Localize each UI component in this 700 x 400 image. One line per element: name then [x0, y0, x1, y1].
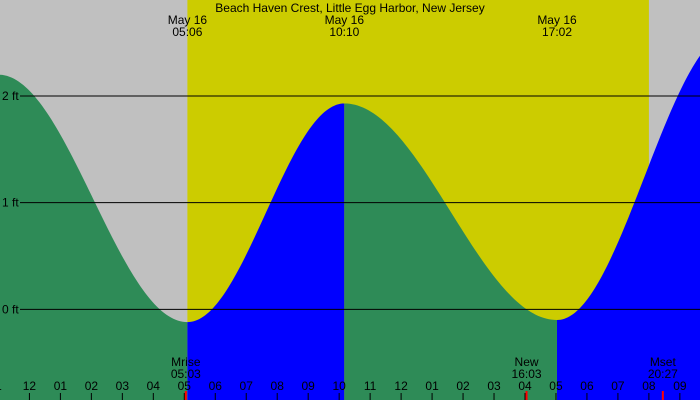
top-label-time-2: 17:02: [542, 25, 572, 39]
x-tick-label-6: 05: [178, 379, 192, 393]
top-label-date-2: May 16: [537, 13, 577, 27]
x-tick-label-20: 07: [611, 379, 625, 393]
x-tick-label-4: 03: [116, 379, 130, 393]
x-tick-label-18: 05: [549, 379, 563, 393]
tide-area-layer: [0, 55, 700, 400]
x-tick-label-11: 10: [332, 379, 346, 393]
event-time-0: 05:03: [171, 367, 201, 381]
x-tick-label-5: 04: [147, 379, 161, 393]
top-label-time-1: 10:10: [329, 25, 359, 39]
x-tick-label-7: 06: [209, 379, 223, 393]
x-tick-label-9: 08: [271, 379, 285, 393]
x-tick-label-22: 09: [673, 379, 687, 393]
x-tick-label-12: 11: [364, 379, 377, 393]
x-tick-label-19: 06: [580, 379, 594, 393]
x-tick-label-3: 02: [85, 379, 99, 393]
x-tick-label-0: 1: [0, 379, 2, 393]
event-label-2: Mset: [650, 355, 677, 369]
event-time-2: 20:27: [648, 367, 678, 381]
x-tick-label-16: 03: [487, 379, 501, 393]
rising-tide-segment-3: [557, 55, 700, 400]
event-label-1: New: [515, 355, 539, 369]
chart-title: Beach Haven Crest, Little Egg Harbor, Ne…: [215, 1, 484, 15]
rising-tide-segment-1: [187, 103, 345, 400]
x-tick-label-13: 12: [394, 379, 408, 393]
event-time-1: 16:03: [512, 367, 542, 381]
x-tick-label-21: 08: [642, 379, 656, 393]
falling-tide-segment-0: [0, 74, 188, 400]
x-tick-label-17: 04: [518, 379, 532, 393]
x-tick-label-2: 01: [54, 379, 68, 393]
event-label-0: Mrise: [171, 355, 201, 369]
label-layer: 0 ft 1 ft 2 ft 1 12 01 02 03 04 05 06 07 08 09 10 11 12 0…: [0, 13, 687, 393]
y-tick-label-1: 1 ft: [2, 196, 19, 210]
top-label-time-0: 05:06: [172, 25, 202, 39]
y-tick-label-2: 2 ft: [2, 89, 19, 103]
x-tick-label-1: 12: [23, 379, 37, 393]
x-tick-label-8: 07: [240, 379, 254, 393]
x-tick-label-14: 01: [425, 379, 439, 393]
y-tick-label-0: 0 ft: [2, 302, 19, 316]
top-label-date-1: May 16: [325, 13, 365, 27]
x-tick-label-10: 09: [302, 379, 316, 393]
top-label-date-0: May 16: [168, 13, 208, 27]
x-tick-label-15: 02: [456, 379, 470, 393]
falling-tide-segment-2: [344, 103, 557, 400]
gridline-layer: [20, 95, 700, 400]
